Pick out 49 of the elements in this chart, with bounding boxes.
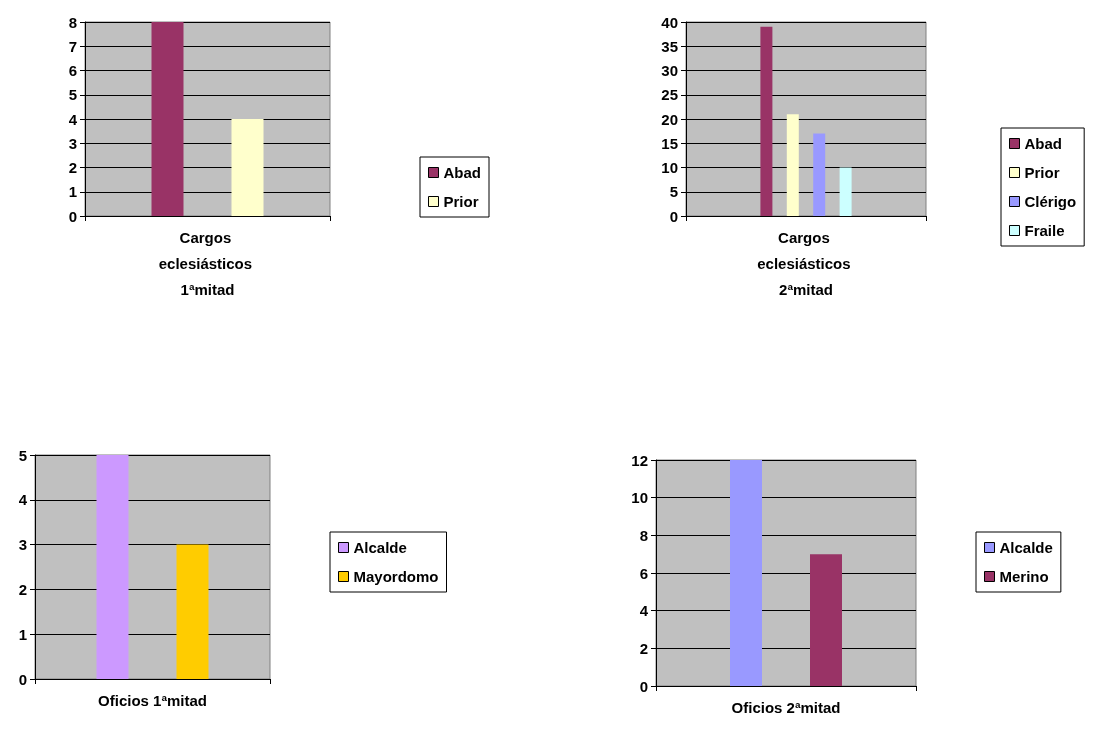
- y-tick-label: 4: [639, 602, 649, 620]
- y-tick-label: 4: [18, 491, 28, 509]
- bar: [786, 114, 799, 216]
- legend-label: Clérigo: [1024, 193, 1077, 210]
- bar: [839, 167, 852, 216]
- y-tick-label: 6: [68, 62, 77, 79]
- y-tick-label: 25: [661, 86, 678, 104]
- y-tick-label: 0: [669, 207, 678, 225]
- y-tick-label: 35: [661, 37, 678, 55]
- y-tick-label: 6: [639, 564, 648, 582]
- y-tick-label: 0: [68, 207, 77, 225]
- y-tick-label: 0: [18, 670, 27, 688]
- y-tick-label: 40: [661, 13, 678, 31]
- legend-label: Abad: [443, 164, 481, 181]
- y-tick-label: 12: [631, 451, 648, 469]
- y-tick-label: 10: [631, 489, 648, 507]
- legend-label: Alcalde: [999, 539, 1053, 556]
- y-tick-label: 10: [661, 159, 678, 176]
- legend-label: Abad: [1024, 135, 1062, 152]
- legend-label: Alcalde: [353, 539, 407, 556]
- y-tick-label: 1: [68, 183, 77, 201]
- y-tick-label: 3: [68, 134, 77, 152]
- y-tick-label: 30: [661, 62, 678, 79]
- legend-label: Prior: [443, 193, 479, 210]
- legend-label: Prior: [1024, 164, 1060, 181]
- y-tick-label: 3: [18, 536, 27, 554]
- y-tick-label: 2: [18, 580, 27, 598]
- x-tick-label: Cargos eclesiásticos 1ªmitad: [158, 228, 257, 298]
- y-tick-label: 7: [68, 37, 77, 55]
- bar: [760, 26, 773, 216]
- y-tick-label: 20: [661, 110, 678, 128]
- y-tick-label: 8: [68, 13, 77, 31]
- x-tick-label: Oficios 1ªmitad: [98, 691, 207, 709]
- bar: [813, 133, 826, 216]
- y-tick-label: 2: [639, 639, 648, 657]
- y-tick-label: 2: [68, 159, 77, 176]
- y-tick-label: 15: [661, 134, 678, 152]
- legend-label: Fraile: [1024, 222, 1065, 239]
- y-tick-label: 5: [68, 86, 77, 104]
- x-tick-label: Oficios 2ªmitad: [731, 698, 841, 716]
- y-tick-label: 5: [18, 446, 27, 464]
- y-tick-label: 5: [669, 183, 678, 201]
- legend-label: Mayordomo: [353, 568, 439, 585]
- x-tick-label: Cargos eclesiásticos 2ªmitad: [757, 228, 855, 298]
- y-tick-label: 1: [18, 625, 27, 643]
- y-tick-label: 0: [639, 677, 648, 695]
- y-tick-label: 4: [68, 110, 78, 128]
- legend-label: Merino: [999, 568, 1049, 585]
- y-tick-label: 8: [639, 526, 648, 544]
